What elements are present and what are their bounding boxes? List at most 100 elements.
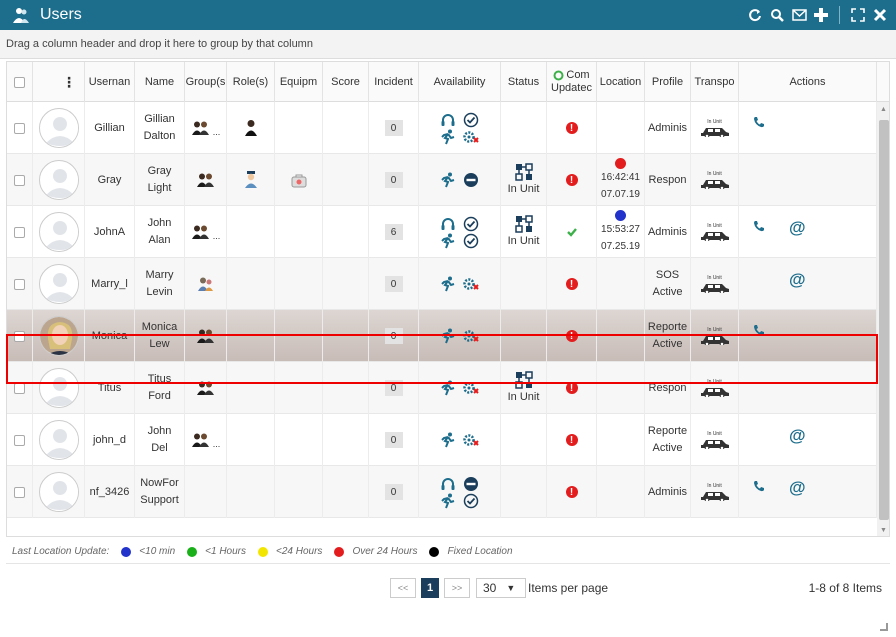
column-header-name[interactable]: Name: [135, 62, 185, 102]
row-checkbox[interactable]: [14, 382, 25, 394]
column-header-transport[interactable]: Transpo: [691, 62, 739, 102]
table-cell: [185, 362, 227, 414]
pager-first-button[interactable]: <<: [390, 578, 416, 598]
add-icon[interactable]: [813, 7, 829, 23]
comm-alert-icon: !: [565, 330, 578, 342]
email-at-icon[interactable]: @: [789, 218, 806, 237]
incident-count-badge[interactable]: 0: [384, 328, 403, 344]
table-cell: Respon: [645, 154, 691, 206]
column-header-actions[interactable]: Actions: [739, 62, 877, 102]
table-row[interactable]: JohnA John Alan... 6 In Unit 15:53:27 07.25.19…: [7, 206, 877, 258]
column-header-profile[interactable]: Profile: [645, 62, 691, 102]
select-all-checkbox-cell[interactable]: [7, 62, 33, 102]
column-header-comm-updated[interactable]: Com Updatec: [547, 62, 597, 102]
mail-icon[interactable]: [791, 7, 807, 23]
phone-icon[interactable]: [753, 116, 765, 128]
incident-count-badge[interactable]: 0: [384, 380, 403, 396]
incident-count-badge[interactable]: 0: [384, 172, 403, 188]
row-checkbox[interactable]: [14, 226, 25, 238]
table-row[interactable]: Titus Titus Ford 0 In Unit! Respon In Unit: [7, 362, 877, 414]
row-checkbox-cell[interactable]: [7, 414, 33, 466]
username-text: john_d: [92, 434, 127, 446]
search-icon[interactable]: [769, 7, 785, 23]
table-cell: [501, 310, 547, 362]
items-per-page-label: Items per page: [528, 581, 609, 595]
email-at-icon[interactable]: @: [789, 478, 806, 497]
table-cell: Marry Levin: [135, 258, 185, 310]
vertical-scrollbar[interactable]: ▲ ▼: [877, 102, 889, 536]
table-row[interactable]: Gillian Gillian Dalton... 0! Adminis In Unit: [7, 102, 877, 154]
column-header-equipment[interactable]: Equipm: [275, 62, 323, 102]
table-cell: In Unit: [691, 154, 739, 206]
table-cell: [33, 102, 85, 154]
table-row[interactable]: nf_3426 NowFor Support 0! Adminis In Unit @: [7, 466, 877, 518]
transport-label: In Unit: [707, 275, 722, 281]
row-checkbox[interactable]: [14, 122, 25, 134]
table-cell: !: [547, 154, 597, 206]
first-name-text: Titus: [147, 373, 172, 385]
table-cell: [547, 206, 597, 258]
table-row[interactable]: Monica Monica Lew 0! Reporte Active In Unit: [7, 310, 877, 362]
incident-count-badge[interactable]: 6: [384, 224, 403, 240]
row-checkbox[interactable]: [14, 330, 25, 342]
table-cell: [227, 362, 275, 414]
table-cell: Gillian: [85, 102, 135, 154]
table-cell: In Unit: [501, 362, 547, 414]
pager-current-page[interactable]: 1: [421, 578, 439, 598]
incident-count-badge[interactable]: 0: [384, 432, 403, 448]
scrollbar-thumb[interactable]: [879, 120, 889, 520]
status-text: In Unit: [507, 390, 540, 403]
last-name-text: Levin: [146, 286, 173, 298]
table-row[interactable]: john_d John Del... 0! Reporte Active In Unit @: [7, 414, 877, 466]
column-header-groups[interactable]: Group(s: [185, 62, 227, 102]
actions-cell: @: [739, 466, 877, 518]
column-header-availability[interactable]: Availability: [419, 62, 501, 102]
incident-count-badge[interactable]: 0: [384, 120, 403, 136]
resize-handle[interactable]: [880, 623, 888, 631]
pager-next-button[interactable]: >>: [444, 578, 470, 598]
column-header-incidents[interactable]: Incident: [369, 62, 419, 102]
phone-icon[interactable]: [753, 480, 765, 492]
username-text: JohnA: [93, 226, 126, 238]
row-checkbox-cell[interactable]: [7, 258, 33, 310]
row-checkbox[interactable]: [14, 486, 25, 498]
incident-count-badge[interactable]: 0: [384, 276, 403, 292]
transport-label: In Unit: [707, 327, 722, 333]
group-drop-area[interactable]: Drag a column header and drop it here to…: [0, 30, 896, 59]
column-header-username[interactable]: Usernan: [85, 62, 135, 102]
table-row[interactable]: Gray Gray Light 0 In Unit! 16:42:41 07.07.19 Re…: [7, 154, 877, 206]
expand-icon[interactable]: [850, 7, 866, 23]
row-checkbox-cell[interactable]: [7, 154, 33, 206]
column-menu-icon[interactable]: ⋮: [33, 62, 85, 102]
column-header-status[interactable]: Status: [501, 62, 547, 102]
column-header-score[interactable]: Score: [323, 62, 369, 102]
actions-cell: [739, 102, 877, 154]
select-all-checkbox[interactable]: [14, 76, 25, 88]
table-cell: [227, 310, 275, 362]
table-cell: [185, 154, 227, 206]
table-row[interactable]: Marry_l Marry Levin 0! SOS Active In Unit @: [7, 258, 877, 310]
scroll-up-arrow[interactable]: ▲: [880, 106, 887, 113]
column-header-roles[interactable]: Role(s): [227, 62, 275, 102]
email-at-icon[interactable]: @: [789, 426, 806, 445]
row-checkbox[interactable]: [14, 278, 25, 290]
phone-icon[interactable]: [753, 220, 765, 232]
taxi-icon: In Unit: [700, 223, 730, 241]
grid-body: Gillian Gillian Dalton... 0! Adminis In Unit G…: [7, 102, 877, 536]
row-checkbox[interactable]: [14, 434, 25, 446]
column-header-location[interactable]: Location: [597, 62, 645, 102]
row-checkbox-cell[interactable]: [7, 362, 33, 414]
row-checkbox-cell[interactable]: [7, 206, 33, 258]
page-size-select[interactable]: 30 ▼: [476, 578, 526, 598]
table-cell: [419, 362, 501, 414]
row-checkbox[interactable]: [14, 174, 25, 186]
row-checkbox-cell[interactable]: [7, 102, 33, 154]
close-icon[interactable]: [872, 7, 888, 23]
row-checkbox-cell[interactable]: [7, 466, 33, 518]
phone-icon[interactable]: [753, 324, 765, 336]
scroll-down-arrow[interactable]: ▼: [880, 527, 887, 534]
refresh-icon[interactable]: [747, 7, 763, 23]
row-checkbox-cell[interactable]: [7, 310, 33, 362]
email-at-icon[interactable]: @: [789, 270, 806, 289]
incident-count-badge[interactable]: 0: [384, 484, 403, 500]
